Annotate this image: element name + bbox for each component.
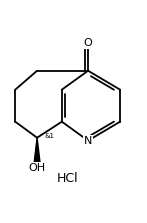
Text: O: O — [84, 38, 92, 48]
Text: N: N — [84, 136, 92, 146]
Text: OH: OH — [29, 163, 46, 173]
Text: &1: &1 — [44, 133, 54, 139]
Polygon shape — [34, 138, 40, 163]
Text: HCl: HCl — [57, 172, 78, 185]
